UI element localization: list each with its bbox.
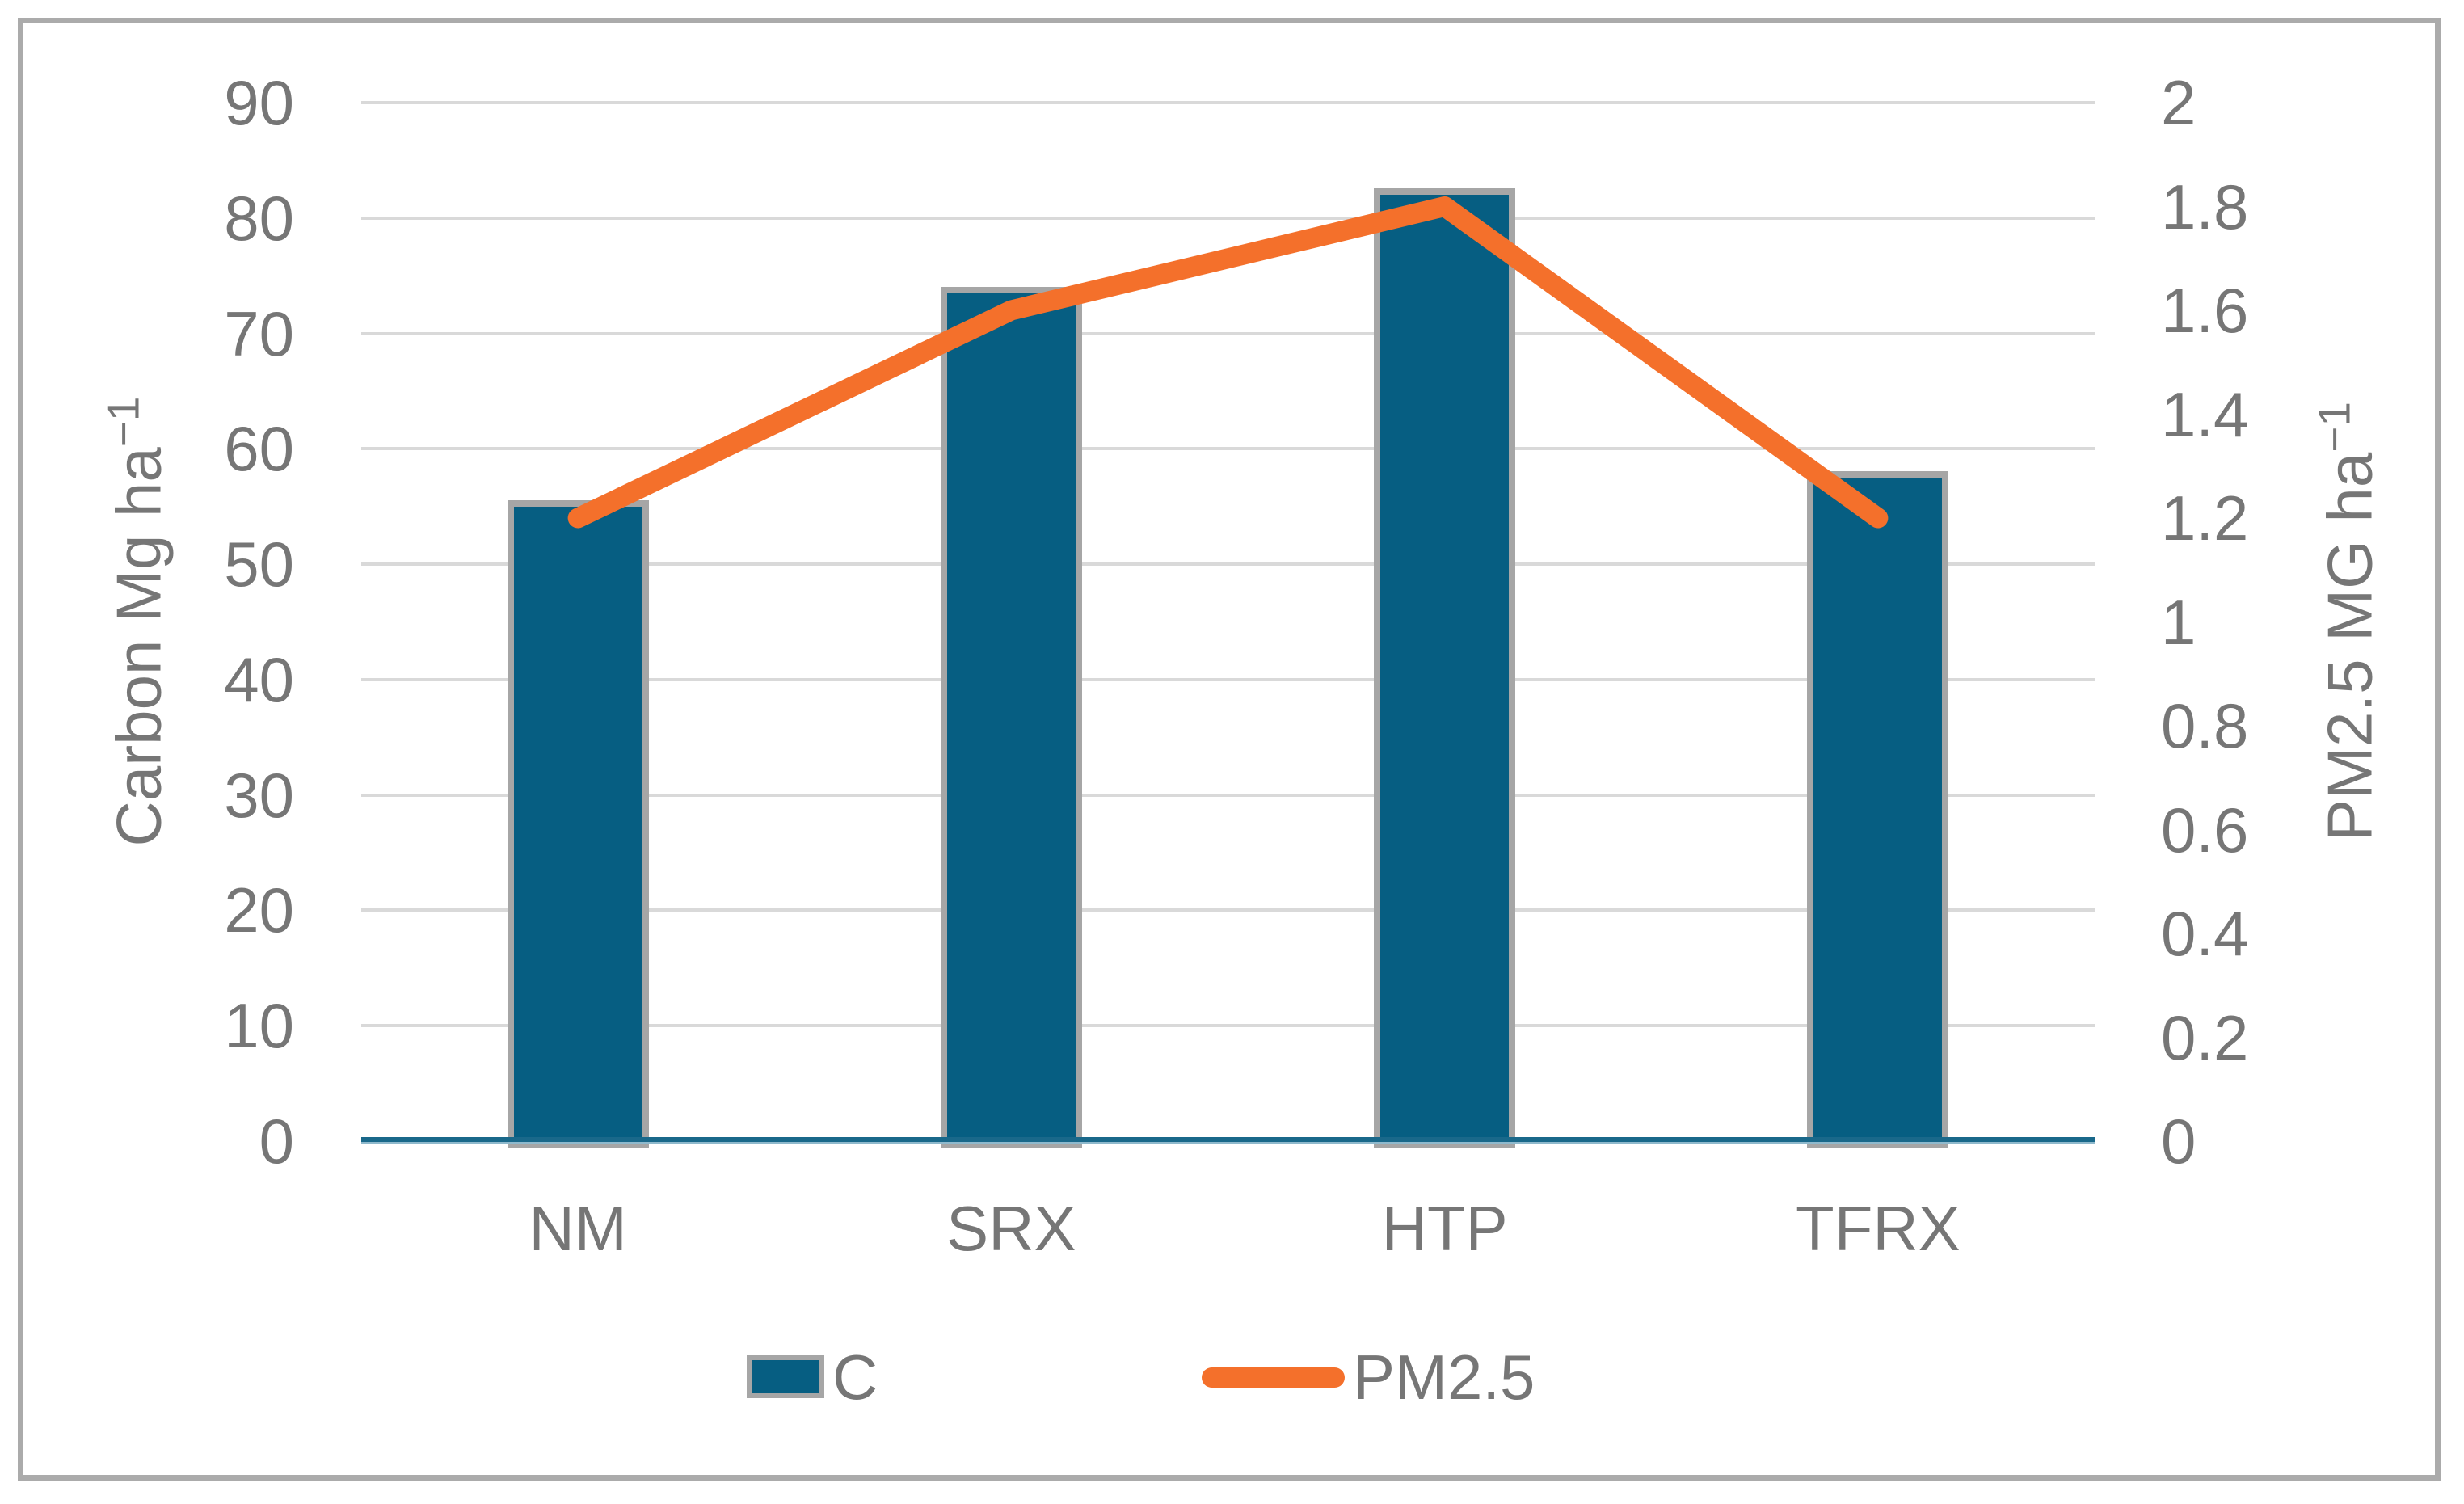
y-axis-right-tick-label: 0.8 [2161,690,2249,761]
y-axis-right-tick-label: 1.8 [2161,171,2249,242]
gridline [361,1024,2095,1028]
y-axis-left-tick-label: 40 [224,643,294,715]
y-axis-right-tick-label: 0.4 [2161,898,2249,969]
y-axis-left-tick-label: 0 [259,1106,294,1177]
gridline [361,447,2095,451]
legend-label-c: C [832,1342,878,1413]
y-axis-right-tick-label: 1.4 [2161,378,2249,450]
y-axis-left-tick-label: 30 [224,759,294,831]
y-axis-right-tick-label: 0 [2161,1106,2197,1177]
bar-HTP [1374,188,1516,1148]
pm25-line-series [567,196,1889,529]
y-axis-right-tick-label: 0.2 [2161,1001,2249,1073]
gridline [361,793,2095,797]
x-axis-line [361,1137,2095,1142]
y-axis-right-tick-label: 1.6 [2161,275,2249,346]
x-axis-category-label-HTP: HTP [1381,1193,1508,1264]
y-axis-left-tick-label: 10 [224,990,294,1062]
gridline [361,908,2095,912]
gridline [361,331,2095,335]
y-axis-right-tick-label: 0.6 [2161,794,2249,866]
y-axis-left-tick-label: 90 [224,67,294,138]
y-axis-right-tick-label: 1 [2161,586,2197,658]
y-axis-right-tick-label: 2 [2161,67,2197,138]
gridline [361,562,2095,567]
bar-TFRX [1807,471,1949,1148]
chart-frame: 90 80 70 60 50 40 30 20 10 0 2 1.8 1.6 1.4 1.2 1 0.8 0.6… [18,18,2441,1481]
legend-bar-swatch [747,1355,824,1398]
y-axis-left-tick-label: 80 [224,182,294,254]
x-axis-category-label-TFRX: TFRX [1796,1193,1961,1264]
x-axis-category-label-NM: NM [529,1193,627,1264]
y-axis-left-tick-label: 60 [224,413,294,485]
y-axis-left-tick-label: 70 [224,297,294,369]
y-axis-right-tick-label: 1.2 [2161,482,2249,554]
gridline [361,677,2095,681]
x-axis-category-label-SRX: SRX [946,1193,1076,1264]
x-axis-line-shadow [361,1142,2095,1144]
legend-label-pm25: PM2.5 [1353,1342,1535,1413]
y-axis-left-tick-label: 20 [224,874,294,946]
legend-line-swatch [1202,1367,1345,1388]
line-series-layer [567,196,1889,529]
bar-NM [507,499,649,1148]
y-axis-left-tick-label: 50 [224,529,294,600]
gridline [361,216,2095,220]
gridline [361,101,2095,104]
